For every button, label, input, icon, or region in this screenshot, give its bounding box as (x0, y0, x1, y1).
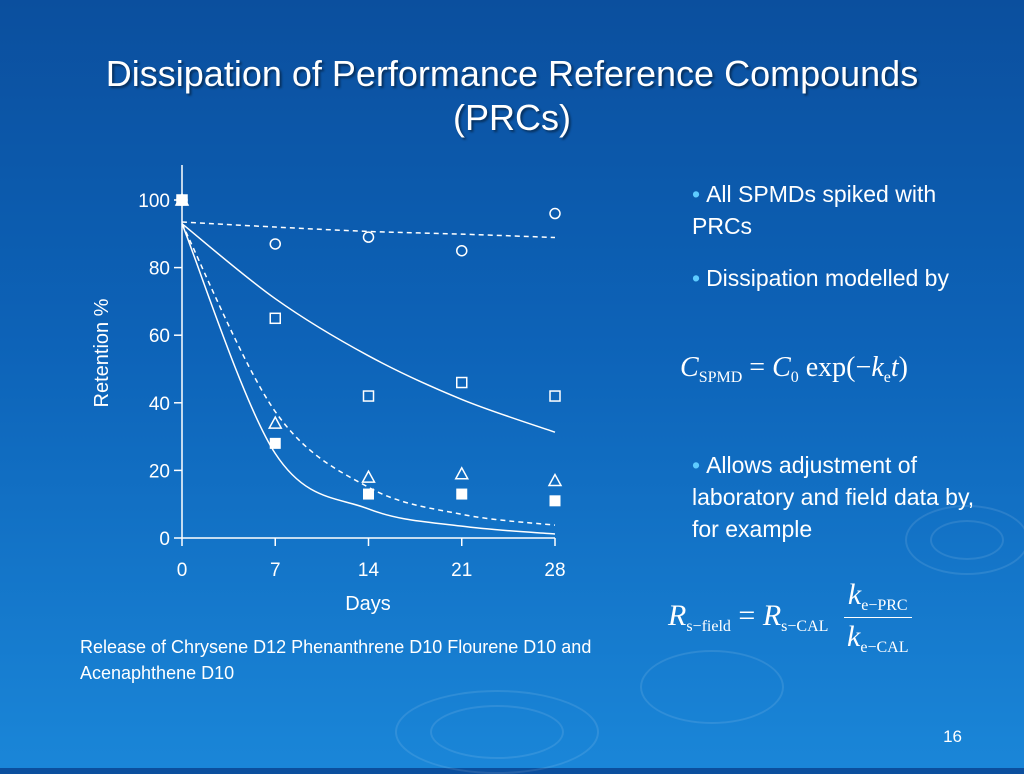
chart-caption: Release of Chrysene D12 Phenanthrene D10… (80, 637, 592, 683)
x-tick-label: 28 (544, 560, 565, 581)
adjustment-formula: Rs−field = Rs−CAL ke−PRC ke−CAL (668, 578, 912, 657)
y-axis-label: Retention % (91, 298, 113, 407)
formula-function: exp( (805, 352, 856, 383)
triangle-point (267, 415, 283, 429)
bullet-dot-icon: • (692, 181, 701, 207)
formula-subscript: e (883, 369, 891, 386)
formula-function: ) (898, 352, 908, 383)
chart-points (174, 192, 563, 507)
formula-term: k (847, 578, 862, 611)
open-square-point (362, 390, 375, 402)
circle-point (362, 231, 375, 243)
ripple-decoration (905, 505, 1024, 575)
filled-square-point (176, 194, 188, 206)
bullet-item: • Allows adjustment of laboratory and fie… (692, 449, 992, 545)
ripple-decoration (430, 705, 564, 759)
formula-operator: = (749, 352, 766, 383)
formula-subscript: 0 (790, 369, 799, 386)
fit-curve (181, 223, 556, 433)
triangle-point (361, 469, 376, 483)
circle-point (456, 244, 468, 257)
x-axis-label: Days (345, 593, 391, 615)
formula-operator: − (855, 352, 872, 383)
triangle-point (547, 472, 563, 487)
formula-term: k (847, 620, 861, 653)
bullet-item: • All SPMDs spiked with PRCs (692, 178, 972, 242)
x-tick-label: 21 (451, 560, 472, 581)
chart-axes: 0 20 40 60 80 100 0 7 14 21 28 (138, 165, 566, 581)
bullet-dot-icon: • (692, 452, 701, 478)
title-line-2: (PRCs) (453, 97, 571, 138)
y-tick-label: 80 (149, 259, 170, 280)
fraction-denominator: ke−CAL (844, 618, 912, 657)
formula-term: k (871, 352, 884, 383)
formula-operator: = (738, 599, 756, 632)
formula-subscript: SPMD (698, 369, 743, 386)
open-square-point (269, 312, 281, 325)
formula-term: R (762, 599, 782, 632)
dissipation-formula: CSPMD = C0 exp(−ket) (680, 352, 908, 387)
x-tick-label: 14 (358, 560, 380, 581)
filled-square-point (363, 488, 374, 500)
fit-curve (181, 223, 556, 526)
bullet-text: Allows adjustment of laboratory and fiel… (692, 452, 975, 542)
filled-square-point (456, 488, 468, 500)
bullet-dot-icon: • (692, 265, 701, 291)
x-tick-label: 7 (270, 560, 281, 581)
bullet-text: Dissipation modelled by (706, 265, 949, 291)
bullet-item: • Dissipation modelled by (692, 262, 972, 294)
fit-curve (181, 223, 556, 535)
formula-lhs: Rs−field = Rs−CAL (668, 599, 828, 636)
x-tick-label: 0 (177, 560, 188, 581)
fit-curve (181, 221, 556, 239)
formula-subscript: s−field (686, 618, 731, 635)
retention-chart: 0 20 40 60 80 100 0 7 14 21 28 Retention % Days (0, 0, 640, 630)
formula-term: C (772, 352, 791, 383)
y-tick-label: 60 (149, 326, 170, 347)
y-tick-label: 20 (149, 461, 170, 482)
ripple-decoration (640, 650, 784, 724)
open-square-point (549, 390, 561, 402)
page-number: 16 (943, 727, 962, 746)
y-tick-label: 100 (138, 191, 170, 212)
bullet-text: All SPMDs spiked with PRCs (692, 181, 937, 239)
slide-title: Dissipation of Performance Reference Com… (40, 52, 984, 140)
formula-term: t (890, 352, 899, 383)
circle-point (269, 238, 281, 250)
open-square-point (456, 376, 468, 389)
chart-fit-curves (181, 221, 556, 535)
y-tick-label: 0 (159, 529, 170, 550)
circle-point (549, 207, 561, 220)
fraction-numerator: ke−PRC (843, 578, 912, 618)
y-tick-label: 40 (149, 394, 170, 415)
formula-subscript: e−CAL (860, 639, 909, 656)
filled-square-point (549, 495, 561, 507)
formula-term: R (668, 599, 687, 632)
filled-square-point (269, 437, 281, 449)
formula-subscript: e−PRC (861, 597, 908, 614)
triangle-point (454, 466, 470, 480)
formula-fraction: ke−PRC ke−CAL (843, 578, 912, 657)
title-line-1: Dissipation of Performance Reference Com… (105, 53, 919, 94)
formula-term: C (680, 352, 699, 383)
formula-subscript: s−CAL (781, 618, 829, 635)
